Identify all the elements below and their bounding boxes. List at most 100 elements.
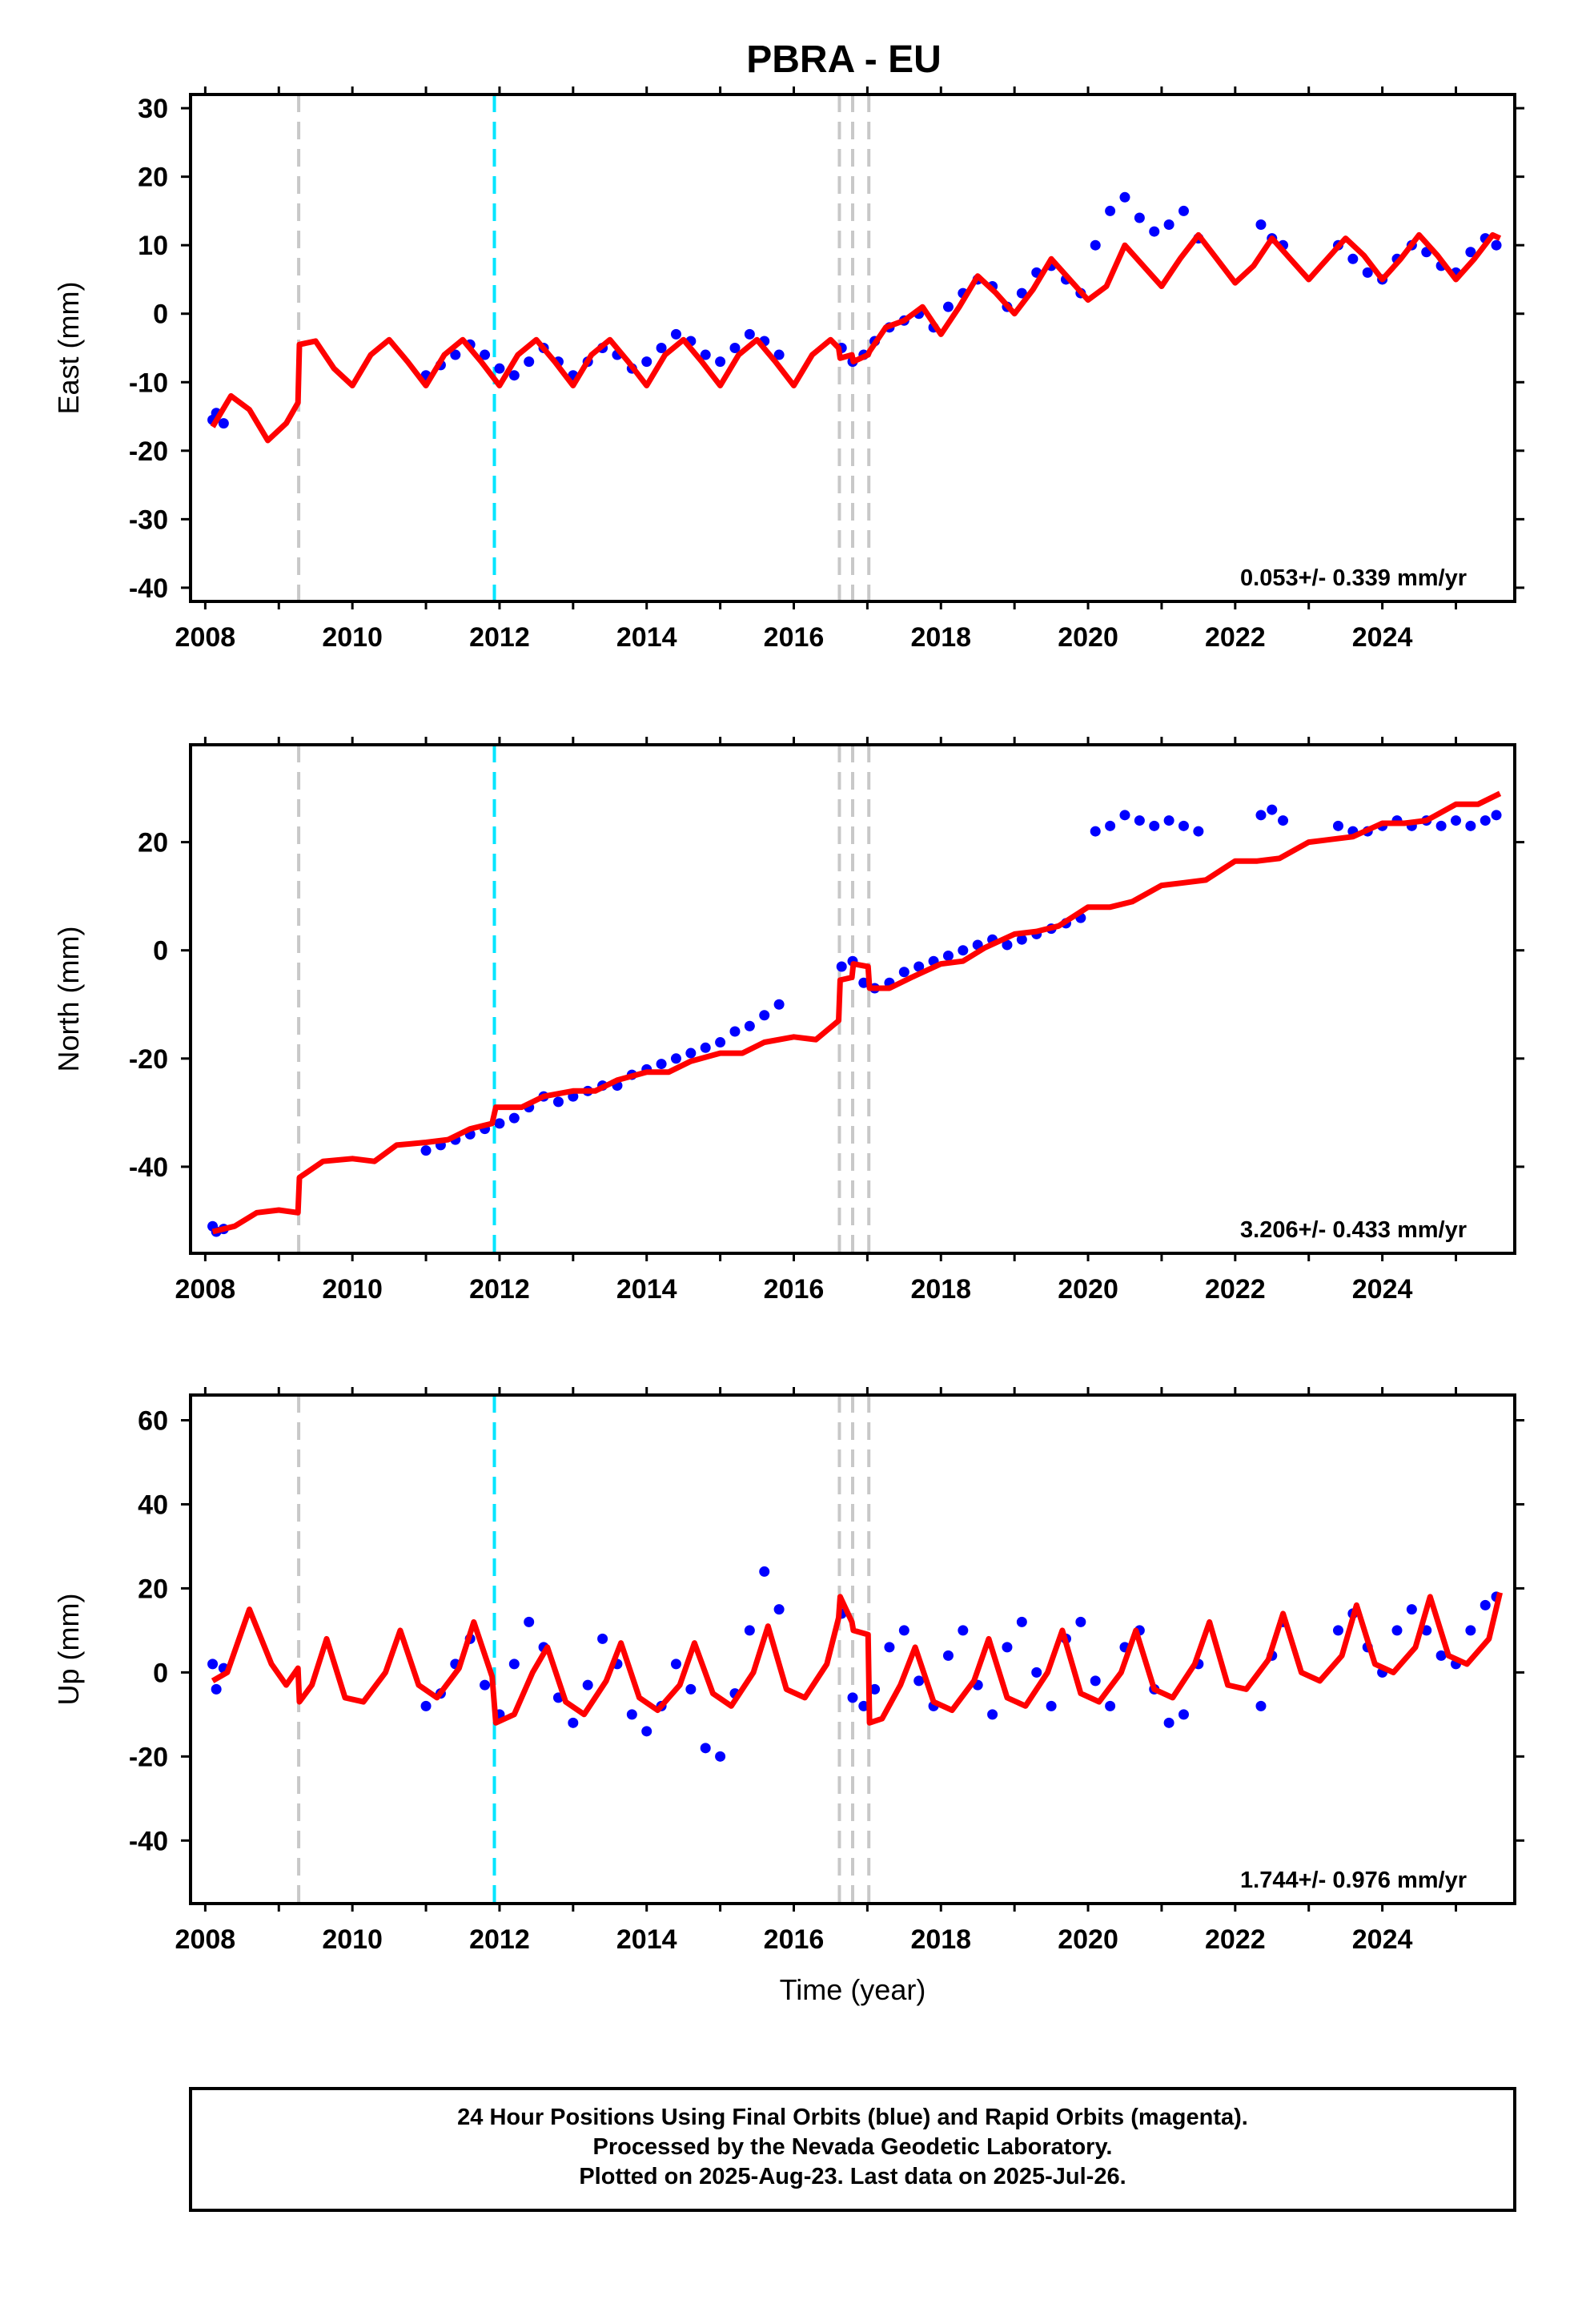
plot-frame <box>189 1393 1516 1905</box>
plot-frame <box>189 743 1516 1255</box>
data-point <box>524 356 535 368</box>
y-tick-label: 20 <box>138 828 168 858</box>
y-tick-label: 0 <box>153 936 168 967</box>
y-tick-label: -40 <box>129 573 168 604</box>
data-point <box>1046 1700 1057 1711</box>
x-tick-label: 2022 <box>1205 622 1266 653</box>
x-tick-label: 2022 <box>1205 1924 1266 1955</box>
data-point <box>1255 1700 1267 1711</box>
x-tick-label: 2024 <box>1352 1924 1413 1955</box>
data-point <box>1090 826 1101 837</box>
x-tick-label: 2010 <box>322 1274 383 1305</box>
x-tick-label: 2016 <box>764 1274 825 1305</box>
data-point <box>744 328 755 340</box>
data-point <box>494 1118 505 1129</box>
model-line <box>211 1591 1504 1726</box>
data-point <box>847 1692 858 1703</box>
data-point <box>715 1751 726 1762</box>
y-tick-label: -20 <box>129 436 168 467</box>
data-point <box>942 1650 954 1661</box>
data-point <box>1391 1625 1403 1636</box>
data-point <box>1332 820 1343 831</box>
data-point <box>913 1675 925 1687</box>
data-point <box>582 1679 593 1691</box>
data-point <box>1255 219 1267 231</box>
data-point <box>700 1042 711 1053</box>
x-tick-label: 2016 <box>764 622 825 653</box>
y-tick-label: -20 <box>129 1044 168 1075</box>
info-note-3: Plotted on 2025-Aug-23. Last data on 202… <box>579 2164 1126 2189</box>
data-point <box>942 950 954 961</box>
data-point <box>1491 239 1502 251</box>
data-point <box>942 301 954 312</box>
data-point <box>1255 810 1267 821</box>
data-point <box>1016 1616 1027 1627</box>
data-point <box>913 961 925 972</box>
x-tick-label: 2024 <box>1352 1274 1413 1305</box>
data-point <box>450 349 461 360</box>
data-point <box>207 1659 219 1670</box>
data-point <box>218 418 229 429</box>
data-point <box>884 1642 895 1653</box>
data-point <box>700 349 711 360</box>
panels: 2008 2010 2012 2014 2016 2018 2020 2022 2024-40-… <box>52 86 1524 2006</box>
info-box: 24 Hour Positions Using Final Orbits (bl… <box>189 2087 1516 2212</box>
data-point <box>773 1604 785 1615</box>
data-point <box>744 1625 755 1636</box>
data-point <box>670 1053 681 1064</box>
y-tick-label: 20 <box>138 163 168 193</box>
x-tick-label: 2014 <box>616 1924 677 1955</box>
data-point <box>1450 815 1461 826</box>
model-line <box>210 231 1502 444</box>
data-point <box>420 1145 432 1156</box>
x-tick-label: 2022 <box>1205 1274 1266 1305</box>
data-point <box>656 343 667 353</box>
x-tick-label: 2014 <box>616 622 677 653</box>
data-point <box>773 349 785 360</box>
data-point <box>898 967 909 978</box>
data-point <box>1465 1625 1476 1636</box>
x-tick-label: 2018 <box>910 622 971 653</box>
y-tick-label: -10 <box>129 368 168 398</box>
data-point <box>858 1700 869 1711</box>
model-line <box>211 790 1502 1235</box>
data-point <box>508 370 520 381</box>
data-point <box>1134 212 1145 223</box>
chart-panel-3: 2008 2010 2012 2014 2016 2018 2020 2022 2024 -40 -… <box>52 1387 1524 2006</box>
data-point <box>729 343 741 353</box>
velocity-rate-text: 1.744+/- 0.976 mm/yr <box>1240 1868 1467 1893</box>
y-tick-label: 10 <box>138 231 168 261</box>
data-point <box>958 1625 969 1636</box>
data-point <box>1075 1616 1086 1627</box>
data-point <box>1016 934 1027 945</box>
data-point <box>1002 939 1013 951</box>
data-point <box>568 1717 579 1728</box>
figure-title: PBRA - EU <box>746 38 942 81</box>
data-point <box>626 1709 637 1720</box>
y-tick-label: -30 <box>129 505 168 535</box>
y-tick-label: 20 <box>138 1574 168 1604</box>
data-point <box>1267 804 1278 815</box>
data-point <box>1332 1625 1343 1636</box>
info-box-frame <box>189 2087 1516 2212</box>
data-point <box>1435 1650 1447 1661</box>
data-point <box>670 1659 681 1670</box>
x-tick-label: 2008 <box>175 622 236 653</box>
x-tick-label: 2018 <box>910 1274 971 1305</box>
y-axis-label: Up (mm) <box>52 1594 85 1706</box>
x-tick-label: 2024 <box>1352 622 1413 653</box>
data-point <box>508 1112 520 1124</box>
info-note-2: Processed by the Nevada Geodetic Laborat… <box>593 2134 1113 2160</box>
data-point <box>1362 267 1373 278</box>
x-tick-label: 2008 <box>175 1274 236 1305</box>
data-point <box>1347 253 1359 264</box>
x-tick-label: 2018 <box>910 1924 971 1955</box>
data-point <box>1163 1717 1174 1728</box>
x-tick-label: 2012 <box>469 1924 530 1955</box>
data-point <box>1278 815 1289 826</box>
data-point <box>759 1566 770 1577</box>
chart-panel-2: 2008 2010 2012 2014 2016 2018 2020 2022 2024 -40 -… <box>52 737 1524 1305</box>
plot-area <box>207 94 1502 601</box>
data-point <box>1090 1675 1101 1687</box>
y-tick-label: 0 <box>153 300 168 330</box>
